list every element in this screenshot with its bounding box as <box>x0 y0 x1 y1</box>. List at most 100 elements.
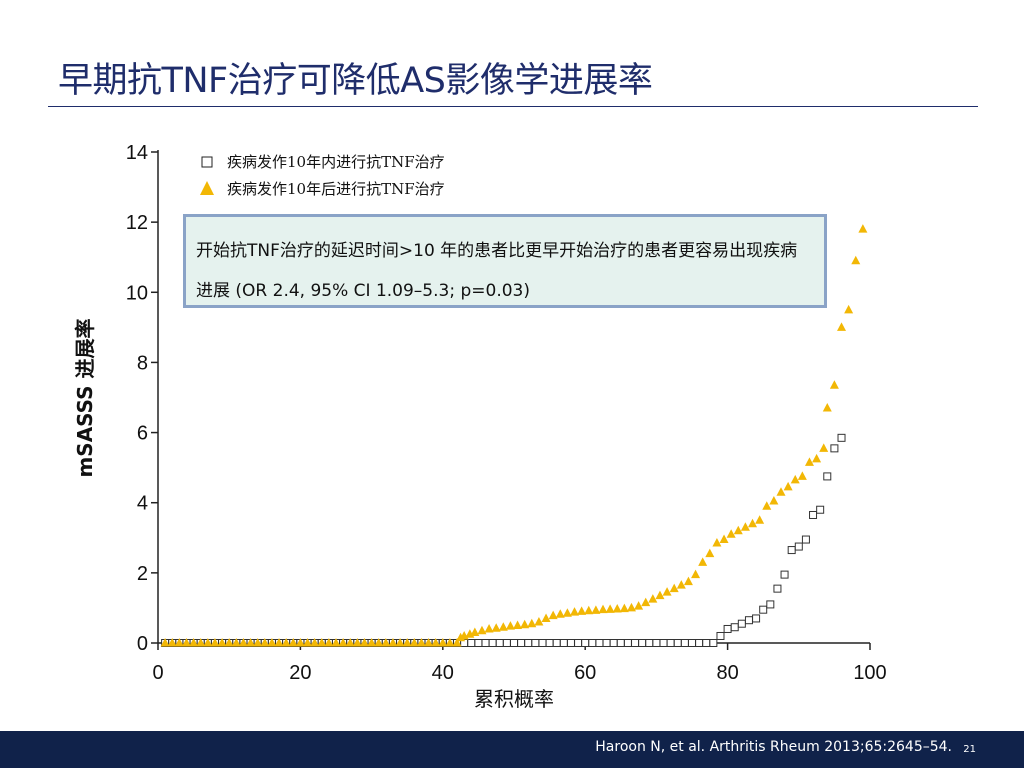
square-point <box>623 639 632 647</box>
square-point <box>474 639 483 647</box>
triangle-point <box>196 638 206 647</box>
triangle-point <box>641 597 651 607</box>
triangle-point <box>160 638 170 647</box>
triangle-point <box>605 604 615 613</box>
triangle-point <box>612 603 622 613</box>
square-point <box>816 505 825 514</box>
triangle-point <box>452 638 462 647</box>
slide-number: 21 <box>963 744 976 755</box>
square-point <box>666 639 675 647</box>
triangle-point <box>844 304 854 314</box>
y-tick-label: 14 <box>126 142 148 164</box>
square-point <box>716 631 725 640</box>
square-point <box>616 639 625 647</box>
triangle-point <box>238 638 248 647</box>
triangle-point <box>260 638 270 647</box>
square-point <box>780 570 789 579</box>
triangle-point <box>281 638 291 647</box>
triangle-point <box>445 638 455 647</box>
triangle-point <box>676 580 686 589</box>
square-point <box>744 616 753 625</box>
y-tick-label: 0 <box>137 633 148 655</box>
y-tick-label: 8 <box>137 352 148 374</box>
triangle-point <box>246 638 256 647</box>
triangle-point <box>783 481 793 491</box>
square-point <box>566 639 575 647</box>
square-point <box>837 433 846 442</box>
triangle-point <box>762 501 772 510</box>
triangle-point <box>224 638 234 647</box>
square-point <box>688 639 696 647</box>
triangle-point <box>477 625 487 635</box>
triangle-point <box>555 609 565 618</box>
triangle-point <box>577 606 587 615</box>
triangle-point <box>352 638 362 647</box>
triangle-point <box>541 613 551 622</box>
triangle-point <box>851 255 861 265</box>
square-point <box>524 639 533 647</box>
square-point <box>823 472 832 481</box>
y-tick-label: 4 <box>137 493 148 515</box>
triangle-point <box>167 638 177 647</box>
square-point <box>766 600 775 609</box>
triangle-point <box>374 638 384 647</box>
triangle-point <box>513 620 523 629</box>
triangle-point <box>367 638 377 647</box>
square-point <box>588 639 597 647</box>
square-point <box>510 639 518 647</box>
triangle-point <box>619 603 629 613</box>
y-axis-label: mSASSS 进展率 <box>73 318 97 477</box>
square-point <box>467 639 476 647</box>
square-point <box>631 639 640 647</box>
triangle-point <box>683 576 693 586</box>
triangle-point <box>470 627 480 636</box>
triangle-point <box>288 638 298 647</box>
y-tick-label: 10 <box>126 282 148 304</box>
y-tick-label: 2 <box>137 563 148 585</box>
square-point <box>794 542 803 551</box>
triangle-point <box>691 569 701 579</box>
triangle-point <box>776 487 786 496</box>
square-point <box>581 639 590 647</box>
square-point <box>809 510 818 519</box>
triangle-point <box>740 522 750 531</box>
square-point <box>702 639 711 647</box>
triangle-point <box>634 601 644 610</box>
triangle-point <box>310 638 320 647</box>
triangle-point <box>520 619 530 629</box>
triangle-point <box>274 638 284 647</box>
triangle-point <box>345 638 355 647</box>
square-point <box>673 639 682 647</box>
square-point <box>538 639 547 647</box>
triangle-point <box>402 638 412 647</box>
triangle-point <box>858 224 868 233</box>
square-point <box>830 444 839 453</box>
triangle-point <box>295 638 305 647</box>
triangle-point <box>790 474 800 484</box>
triangle-point <box>584 605 594 615</box>
legend-label: 疾病发作10年内进行抗TNF治疗 <box>227 153 445 171</box>
triangle-point <box>174 638 184 647</box>
square-point <box>652 639 661 647</box>
annotation-text: 开始抗TNF治疗的延迟时间>10 年的患者比更早开始治疗的患者更容易出现疾病进展… <box>196 241 798 301</box>
square-point <box>495 639 504 647</box>
triangle-point <box>359 638 369 647</box>
square-point <box>488 639 497 647</box>
citation: Haroon N, et al. Arthritis Rheum 2013;65… <box>595 739 952 755</box>
square-point <box>801 535 810 544</box>
square-point <box>695 639 704 647</box>
triangle-point <box>548 610 558 620</box>
y-tick-label: 6 <box>137 423 148 445</box>
triangle-point <box>655 590 665 600</box>
footer-bar: Haroon N, et al. Arthritis Rheum 2013;65… <box>0 731 1024 768</box>
triangle-point <box>534 616 544 626</box>
triangle-point <box>648 594 658 603</box>
triangle-point <box>829 380 839 389</box>
triangle-point <box>769 495 779 505</box>
y-tick-label: 12 <box>126 212 148 234</box>
triangle-point <box>498 622 508 631</box>
triangle-point <box>712 538 722 547</box>
triangle-point <box>662 587 672 596</box>
triangle-point <box>210 638 220 647</box>
triangle-point <box>733 525 743 535</box>
